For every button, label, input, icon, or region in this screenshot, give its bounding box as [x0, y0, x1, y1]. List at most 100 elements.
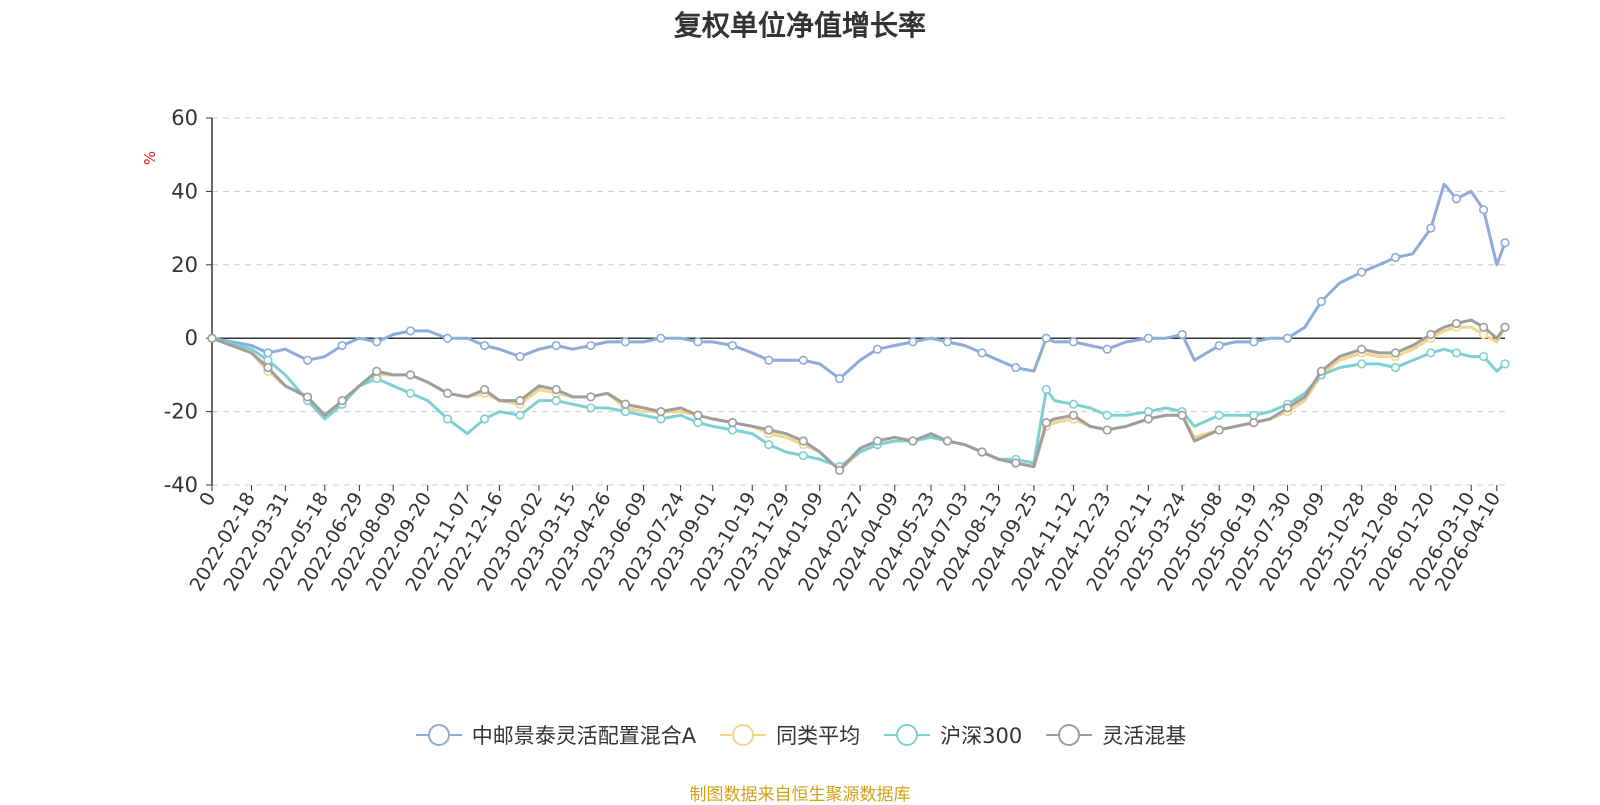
source-note: 制图数据来自恒生聚源数据库: [689, 785, 911, 805]
y-tick-label: -20: [164, 400, 198, 424]
legend-label: 灵活混基: [1102, 724, 1187, 748]
series-point: [586, 403, 596, 413]
series-point: [872, 436, 883, 446]
series-point: [442, 414, 453, 424]
legend-label: 同类平均: [776, 724, 861, 748]
series-point: [1357, 344, 1367, 354]
series-point: [442, 388, 453, 398]
chart-legend[interactable]: 中邮景泰灵活配置混合A 同类平均 沪深300 灵活混基: [0, 720, 1600, 750]
series-layer: [207, 182, 1510, 475]
legend-item[interactable]: 沪深300: [882, 720, 1022, 750]
series-line: [211, 182, 1507, 381]
series-point: [1068, 337, 1079, 347]
series-point: [1282, 333, 1293, 343]
legend-item[interactable]: 灵活混基: [1044, 720, 1186, 750]
legend-swatch-icon: [720, 724, 767, 746]
series-point: [872, 344, 883, 354]
y-tick-label: 0: [185, 326, 198, 350]
y-tick-label: 40: [171, 179, 198, 203]
series-point: [908, 436, 918, 446]
y-tick-label: 20: [171, 253, 198, 277]
series-point: [1214, 410, 1224, 420]
series-point: [515, 351, 525, 362]
series-point: [337, 340, 347, 351]
series-point: [620, 407, 631, 417]
series-point: [1041, 384, 1051, 395]
series-point: [727, 340, 738, 351]
legend-label: 沪深300: [940, 724, 1023, 748]
series-point: [1249, 337, 1259, 347]
legend-label: 中邮景泰灵活配置混合A: [471, 724, 697, 748]
series-point: [1011, 458, 1021, 468]
line-chart: 6040200-20-40%02022-02-182022-03-312022-…: [141, 106, 1510, 595]
series-point: [656, 333, 666, 343]
series-point: [1316, 366, 1326, 376]
y-tick-label: 60: [171, 106, 198, 130]
series-point: [1068, 410, 1079, 420]
series-point: [764, 355, 774, 365]
series-point: [1011, 362, 1021, 373]
series-point: [1478, 329, 1489, 340]
series-point: [1316, 296, 1326, 307]
legend-swatch-icon: [884, 724, 931, 746]
legend-swatch-icon: [1046, 724, 1093, 746]
series-point: [263, 348, 273, 358]
grid-layer: [212, 117, 1505, 486]
series-point: [372, 373, 382, 384]
series-point: [1177, 410, 1187, 420]
series-point: [693, 337, 703, 347]
legend-swatch-icon: [415, 724, 462, 746]
series-point: [1478, 351, 1489, 362]
series-point: [1143, 414, 1153, 424]
series-point: [656, 414, 666, 424]
series-point: [620, 337, 631, 347]
series-point: [1143, 407, 1153, 417]
series-point: [442, 333, 453, 343]
axis-layer: [206, 117, 1505, 491]
series-point: [764, 425, 774, 435]
series-point: [1357, 267, 1367, 277]
series-point: [1102, 425, 1112, 435]
series-point: [1500, 322, 1510, 332]
series-point: [405, 388, 416, 398]
series-point: [727, 418, 738, 428]
series-point: [656, 407, 666, 417]
series-point: [263, 355, 273, 365]
series-point: [405, 326, 416, 336]
series-point: [1426, 348, 1436, 358]
series-point: [977, 348, 987, 358]
series-point: [798, 436, 808, 446]
series-point: [1451, 194, 1462, 204]
series-point: [693, 410, 703, 420]
series-point: [798, 355, 808, 365]
series-point: [1451, 318, 1462, 329]
series-point: [1102, 410, 1112, 420]
series-point: [515, 410, 525, 420]
series-point: [1177, 329, 1187, 340]
series-line: [211, 318, 1507, 472]
y-tick-label: -40: [164, 473, 198, 497]
series-point: [764, 440, 774, 450]
series-point: [1214, 340, 1224, 351]
legend-item[interactable]: 中邮景泰灵活配置混合A: [414, 720, 696, 750]
series-point: [207, 333, 217, 343]
legend-item[interactable]: 同类平均: [718, 720, 860, 750]
series-point: [372, 337, 382, 347]
series-point: [1451, 348, 1462, 358]
series-point: [302, 392, 313, 402]
label-layer: 6040200-20-40%02022-02-182022-03-312022-…: [141, 106, 1505, 595]
series-point: [834, 373, 845, 384]
series-point: [1357, 359, 1367, 369]
series-point: [834, 465, 845, 475]
series-point: [1249, 418, 1259, 428]
series-point: [1102, 344, 1112, 354]
series-point: [798, 451, 808, 461]
series-point: [1478, 322, 1489, 332]
series-point: [586, 392, 596, 402]
series-point: [1282, 403, 1293, 413]
series-point: [405, 370, 416, 380]
series-point: [515, 395, 525, 406]
series-point: [977, 447, 987, 457]
series-point: [1390, 362, 1401, 373]
series-point: [302, 355, 313, 365]
